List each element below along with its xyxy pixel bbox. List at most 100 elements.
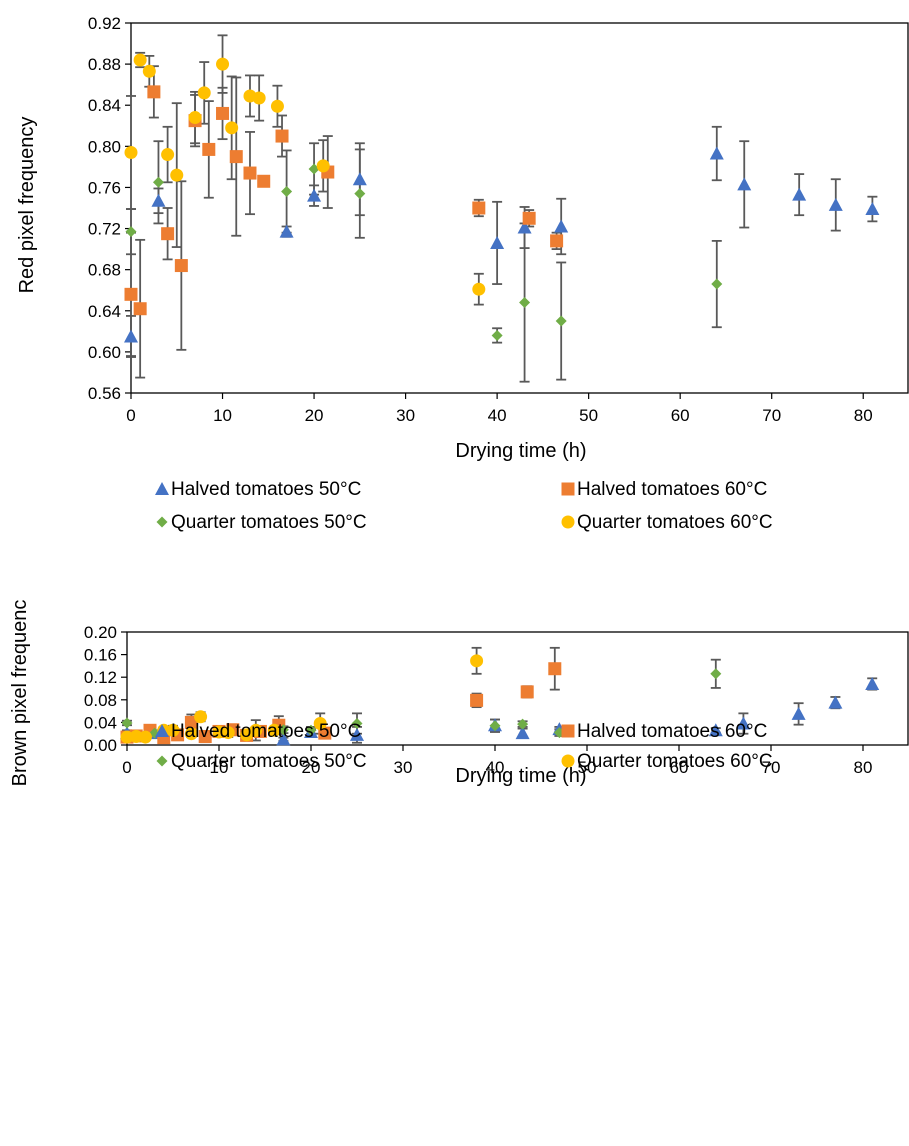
data-point [828, 197, 843, 211]
data-point [470, 693, 484, 707]
data-point [129, 730, 143, 744]
x-tick-label: 80 [854, 758, 873, 777]
series-quarter-tomatoes-50c [125, 163, 723, 341]
legend-marker [561, 724, 575, 738]
legend-marker [561, 482, 575, 496]
y-axis-title: Brown pixel frequency [9, 600, 31, 786]
x-tick-label: 20 [305, 406, 324, 425]
data-point [142, 64, 156, 78]
data-point [828, 695, 843, 709]
y-axis-title: Red pixel frequency [16, 117, 38, 294]
data-point [216, 57, 230, 71]
legend-label: Quarter tomatoes 50°C [171, 512, 367, 533]
data-point [472, 201, 486, 215]
data-point [316, 159, 330, 173]
plot-area: 0.56 0.60 0.64 0.68 0.72 0.76 0.80 0.84 0.88 0.92… [88, 14, 909, 425]
data-point [166, 723, 180, 737]
data-point [470, 654, 484, 668]
x-tick-label: 40 [486, 758, 505, 777]
data-point [555, 315, 567, 327]
data-point [737, 177, 752, 191]
legend-label: Quarter tomatoes 50°C [171, 751, 367, 772]
legend-marker [156, 516, 168, 528]
data-point [550, 234, 564, 248]
y-tick-label: 0.88 [88, 55, 121, 74]
data-point [281, 186, 293, 198]
legend-marker [561, 754, 575, 768]
data-point [710, 668, 722, 680]
data-point [490, 235, 505, 249]
plot-frame [126, 631, 909, 746]
legend-item-halved-tomatoes-50c: Halved tomatoes 50°C [155, 479, 361, 500]
data-point [170, 168, 184, 182]
data-point [517, 220, 532, 234]
data-point [520, 685, 534, 699]
data-point [125, 226, 137, 238]
y-tick-label: 0.72 [88, 220, 121, 239]
y-tick-label: 0.16 [84, 646, 117, 665]
x-tick-label: 70 [762, 406, 781, 425]
data-point [307, 188, 322, 202]
x-tick-label: 10 [213, 406, 232, 425]
data-point [865, 676, 880, 690]
data-point [522, 211, 536, 225]
legend-label: Halved tomatoes 50°C [171, 479, 361, 500]
data-point [138, 730, 152, 744]
x-tick-label: 60 [671, 406, 690, 425]
data-point [515, 726, 530, 740]
data-point [279, 224, 294, 238]
legend: Halved tomatoes 50°C Halved tomatoes 60°C… [155, 479, 773, 533]
data-point [275, 129, 289, 143]
y-tick-label: 0.68 [88, 261, 121, 280]
legend-item-quarter-tomatoes-60c: Quarter tomatoes 60°C [561, 512, 773, 533]
data-point [184, 727, 198, 741]
data-point [225, 121, 239, 135]
data-point [554, 219, 569, 233]
x-tick-label: 40 [488, 406, 507, 425]
x-tick-label: 60 [670, 758, 689, 777]
data-point [133, 302, 147, 316]
legend-label: Halved tomatoes 60°C [577, 479, 767, 500]
legend-label: Halved tomatoes 60°C [577, 721, 767, 742]
data-point [352, 172, 367, 186]
data-point [517, 718, 529, 730]
series-halved-tomatoes-50c [124, 146, 880, 343]
data-point [133, 53, 147, 67]
data-point [152, 176, 164, 188]
data-point [267, 723, 281, 737]
data-point [865, 202, 880, 216]
y-tick-label: 0.60 [88, 343, 121, 362]
y-tick-label: 0.64 [88, 302, 121, 321]
x-tick-label: 30 [396, 406, 415, 425]
data-point [151, 193, 166, 207]
data-point [124, 329, 138, 343]
x-tick-label: 0 [126, 406, 135, 425]
data-point [277, 724, 289, 736]
x-tick-label: 30 [394, 758, 413, 777]
y-tick-label: 0.80 [88, 137, 121, 156]
y-tick-label: 0.00 [84, 736, 117, 755]
legend-label: Quarter tomatoes 60°C [577, 512, 773, 533]
data-point [188, 111, 202, 125]
x-axis-title: Drying time (h) [455, 440, 586, 462]
x-tick-label: 50 [578, 758, 597, 777]
data-point [489, 720, 501, 732]
data-point [270, 99, 284, 113]
legend-item-quarter-tomatoes-50c: Quarter tomatoes 50°C [156, 751, 367, 772]
data-point [305, 724, 317, 736]
data-point [147, 85, 161, 99]
x-tick-label: 10 [210, 758, 229, 777]
data-point [221, 726, 235, 740]
x-tick-label: 70 [762, 758, 781, 777]
y-tick-label: 0.84 [88, 96, 121, 115]
data-point [351, 718, 363, 730]
data-point [216, 106, 230, 120]
data-point [197, 86, 211, 100]
legend-item-halved-tomatoes-50c: Halved tomatoes 50°C [155, 721, 361, 742]
data-point [472, 282, 486, 296]
x-tick-label: 0 [122, 758, 131, 777]
data-point [202, 142, 216, 156]
legend-marker [155, 724, 169, 737]
data-point [243, 166, 257, 180]
data-point [711, 278, 723, 290]
